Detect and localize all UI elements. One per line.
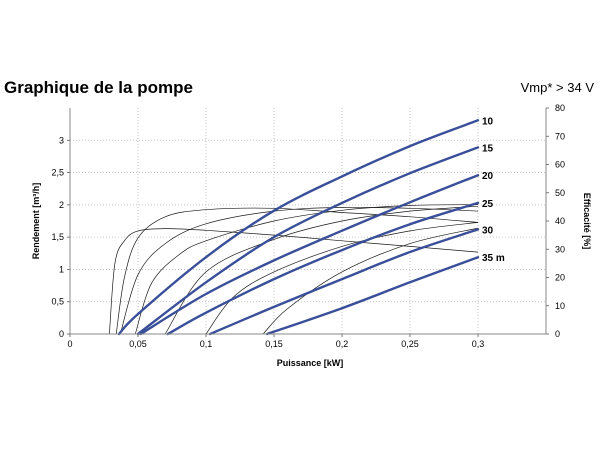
x-tick-label: 0,05: [129, 339, 147, 349]
page-title: Graphique de la pompe: [4, 78, 193, 97]
y2-tick-label: 80: [555, 103, 565, 113]
x-tick-label: 0,15: [265, 339, 283, 349]
flow-curve: [208, 228, 480, 336]
y-tick-label: 3: [59, 135, 64, 145]
efficiency-curve: [262, 227, 479, 335]
curve-label: 35 m: [482, 253, 505, 264]
efficiency-curve: [134, 204, 479, 335]
x-tick-label: 0: [67, 339, 72, 349]
y2-tick-label: 60: [555, 160, 565, 170]
y-tick-label: 1: [59, 264, 64, 274]
x-tick-label: 0,2: [336, 339, 349, 349]
y-tick-label: 2,5: [51, 168, 64, 178]
flow-curve: [136, 146, 480, 336]
y2-tick-label: 20: [555, 273, 565, 283]
y-tick-label: 2: [59, 200, 64, 210]
y2-tick-label: 30: [555, 244, 565, 254]
x-axis-title: Puissance [kW]: [277, 358, 344, 368]
curve-label: 25: [482, 199, 494, 210]
curve-label: 15: [482, 143, 494, 154]
grid: [70, 108, 546, 334]
flow-curves: [117, 119, 480, 336]
curve-label: 30: [482, 225, 494, 236]
y2-tick-label: 50: [555, 188, 565, 198]
voltage-note: Vmp* > 34 V: [520, 80, 594, 95]
y-axis-title: Rendement [m³/h]: [31, 183, 41, 260]
curve-labels: 10 15 20 25 30 35 m: [482, 116, 505, 264]
flow-curve: [139, 174, 480, 336]
x-tick-label: 0,1: [200, 339, 213, 349]
axes: 0 0,05 0,1 0,15 0,2 0,25 0,300,511,522,5301020…: [51, 103, 565, 349]
y-tick-label: 0,5: [51, 297, 64, 307]
flow-curve: [166, 201, 480, 336]
y2-axis-title: Efficacité [%]: [582, 193, 592, 250]
efficiency-curve: [115, 207, 479, 335]
efficiency-curve: [164, 205, 479, 335]
y2-tick-label: 0: [555, 329, 560, 339]
y2-tick-label: 40: [555, 216, 565, 226]
y-tick-label: 0: [59, 329, 64, 339]
y-tick-label: 1,5: [51, 232, 64, 242]
flow-curve: [117, 119, 480, 336]
curve-label: 20: [482, 171, 494, 182]
curve-label: 10: [482, 116, 494, 127]
x-tick-label: 0,25: [401, 339, 419, 349]
x-tick-label: 0,3: [472, 339, 485, 349]
y2-tick-label: 10: [555, 301, 565, 311]
efficiency-curve: [119, 206, 479, 335]
y2-tick-label: 70: [555, 131, 565, 141]
flow-curve: [266, 256, 480, 336]
